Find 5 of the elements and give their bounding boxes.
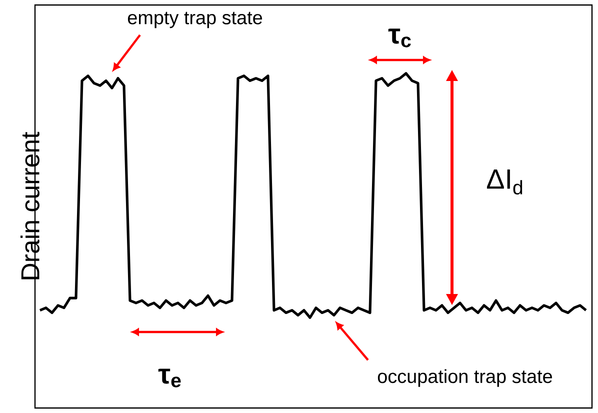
text: τ$_{e}$: [158, 368, 181, 388]
text: occupation trap state: [378, 369, 552, 387]
annotation: ΔI$_{d}$: [486, 170, 522, 194]
text: τ$_{c}$: [388, 28, 411, 48]
text: empty trap state: [128, 12, 262, 28]
